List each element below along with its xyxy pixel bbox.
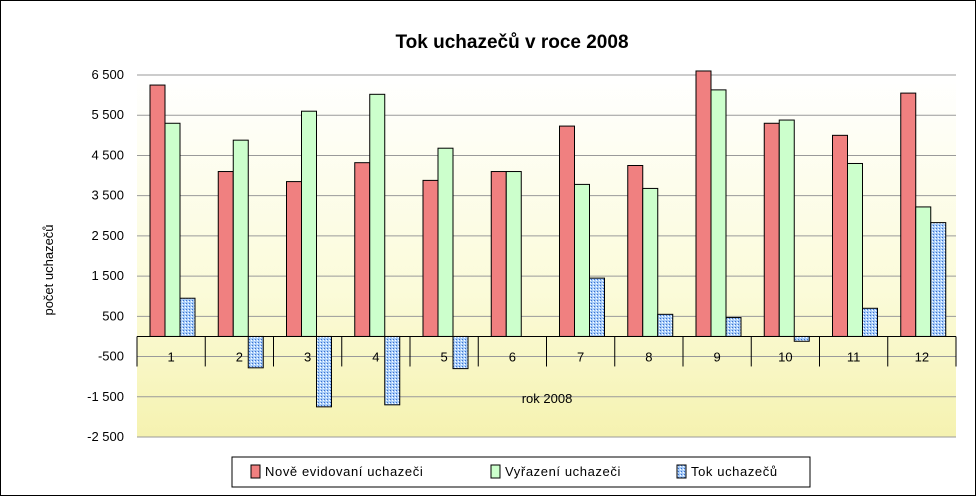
- legend-swatch: [676, 464, 687, 479]
- bar-2-7: [574, 183, 590, 337]
- bar-1-12: [900, 92, 917, 337]
- x-tick-label: 10: [778, 349, 792, 364]
- legend-label: Nově evidovaní uchazeči: [265, 464, 423, 479]
- bars: [149, 70, 947, 408]
- x-tick-label: 3: [304, 349, 311, 364]
- bar-2-6: [505, 171, 522, 337]
- bar-1-9: [695, 70, 712, 337]
- grid: [137, 74, 956, 438]
- chart-title: Tok uchazečů v roce 2008: [395, 32, 628, 53]
- y-tick-label: -1 500: [87, 389, 124, 404]
- plot-area: [137, 75, 956, 437]
- y-tick-label: 1 500: [91, 268, 124, 283]
- y-tick-label: 2 500: [91, 228, 124, 243]
- legend-label: Vyřazení uchazeči: [505, 464, 621, 479]
- bar-3-5: [452, 335, 469, 370]
- bar-2-9: [710, 89, 727, 337]
- bar-3-8: [657, 313, 674, 337]
- y-tick-label: -500: [98, 349, 124, 364]
- bar-2-10: [778, 119, 795, 337]
- bar-2-5: [437, 147, 454, 337]
- bar-3-12: [930, 222, 947, 337]
- bar-1-2: [217, 171, 234, 337]
- legend-label: Tok uchazečů: [691, 464, 778, 479]
- y-tick-label: -2 500: [87, 429, 124, 444]
- bar-2-8: [642, 187, 659, 337]
- bar-3-10: [793, 335, 810, 342]
- legend-swatch: [250, 464, 261, 479]
- bar-2-3: [301, 110, 317, 337]
- y-axis-label: počet uchazečů: [41, 224, 56, 315]
- x-tick-label: 8: [645, 349, 652, 364]
- bar-2-2: [232, 139, 249, 337]
- y-tick-label: 4 500: [91, 147, 124, 162]
- x-tick-label: 5: [441, 349, 448, 364]
- bar-2-1: [164, 122, 181, 337]
- bar-1-3: [286, 181, 302, 337]
- legend: Nově evidovaní uchazeči Vyřazení uchazeči…: [231, 456, 811, 488]
- x-tick-label: 1: [168, 349, 175, 364]
- bar-3-4: [384, 335, 401, 406]
- bar-1-8: [627, 165, 644, 337]
- bar-1-10: [763, 122, 780, 337]
- bar-3-1: [179, 297, 196, 337]
- x-tick-label: 6: [509, 349, 516, 364]
- bar-1-11: [832, 134, 848, 337]
- x-tick-label: 4: [372, 349, 379, 364]
- x-tick-label: 2: [236, 349, 243, 364]
- y-tick-label: 3 500: [91, 188, 124, 203]
- bar-2-12: [915, 206, 932, 337]
- x-tick-label: 9: [714, 349, 721, 364]
- y-tick-label: 6 500: [91, 67, 124, 82]
- bar-3-7: [589, 277, 605, 337]
- bar-1-5: [422, 179, 439, 337]
- x-axis-label: rok 2008: [522, 391, 573, 406]
- bar-3-11: [862, 307, 878, 337]
- legend-box: [231, 456, 811, 488]
- bar-3-3: [316, 335, 332, 408]
- bar-3-9: [725, 317, 742, 337]
- bar-1-6: [490, 171, 507, 337]
- x-tick-label: 12: [915, 349, 929, 364]
- y-tick-label: 500: [102, 308, 124, 323]
- x-tick-label: 11: [847, 349, 861, 364]
- legend-swatch: [490, 464, 501, 479]
- bar-1-7: [559, 125, 575, 337]
- bar-2-4: [369, 93, 386, 337]
- y-tick-label: 5 500: [91, 107, 124, 122]
- bar-1-4: [354, 162, 371, 337]
- bar-1-1: [149, 84, 166, 337]
- x-tick-label: 7: [577, 349, 584, 364]
- bar-3-2: [247, 335, 264, 369]
- axes: 6 500 5 500 4 500 3 500 2 500 1 500 500 -500 -1 …: [87, 67, 957, 444]
- bar-2-11: [847, 162, 863, 337]
